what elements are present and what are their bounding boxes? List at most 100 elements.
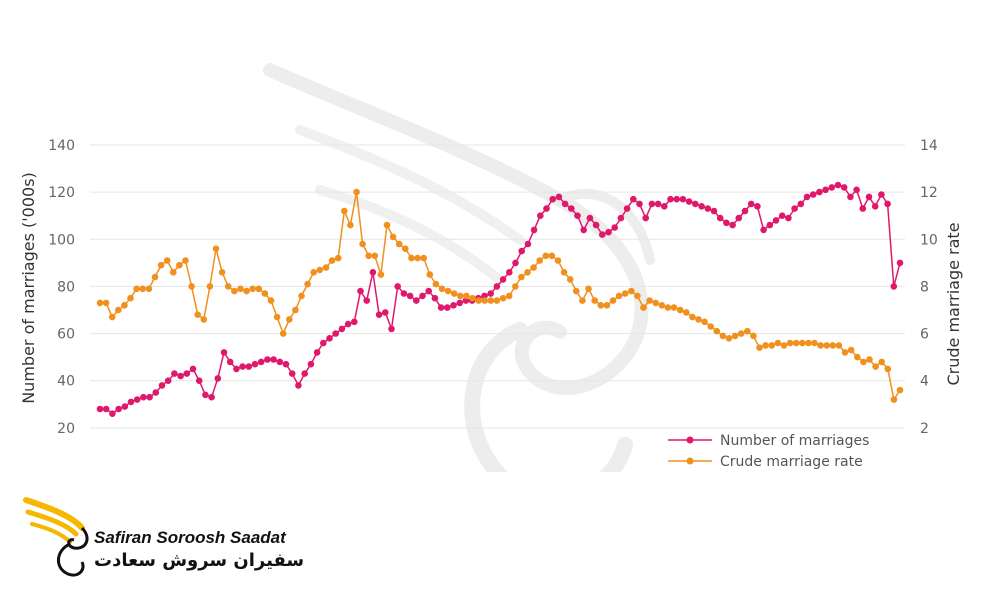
data-point xyxy=(188,283,195,290)
data-point xyxy=(457,292,464,300)
data-point xyxy=(701,318,708,326)
data-point xyxy=(654,200,662,208)
data-point xyxy=(860,358,867,366)
series-line xyxy=(100,184,901,415)
data-point xyxy=(469,294,476,302)
data-point xyxy=(805,339,812,347)
legend-item-rate[interactable]: Crude marriage rate xyxy=(668,454,863,470)
data-point xyxy=(182,257,189,264)
data-point xyxy=(273,313,281,321)
data-point xyxy=(152,389,160,396)
data-point xyxy=(499,276,507,283)
data-point xyxy=(456,299,464,307)
series-marriages xyxy=(96,181,904,418)
data-point xyxy=(158,382,166,389)
data-point xyxy=(183,370,191,377)
data-point xyxy=(320,339,327,347)
data-point xyxy=(344,320,352,328)
data-point xyxy=(341,207,348,215)
data-point xyxy=(363,297,371,304)
data-point xyxy=(96,299,104,307)
data-point xyxy=(295,382,302,389)
data-point xyxy=(585,285,592,293)
data-point xyxy=(288,370,296,377)
data-point xyxy=(326,335,333,342)
data-point xyxy=(698,203,705,210)
data-point xyxy=(463,292,470,300)
data-point xyxy=(220,349,228,356)
data-point xyxy=(683,309,690,316)
data-point xyxy=(307,360,315,368)
data-point xyxy=(537,212,544,219)
data-point xyxy=(642,214,649,222)
data-point xyxy=(200,316,208,323)
data-point xyxy=(369,269,377,276)
data-point xyxy=(760,226,767,234)
data-point xyxy=(389,233,397,241)
data-point xyxy=(481,297,489,304)
data-point xyxy=(809,191,817,198)
data-point xyxy=(766,221,774,229)
data-point xyxy=(408,254,415,262)
data-point xyxy=(710,207,718,215)
data-point xyxy=(664,304,672,311)
data-point xyxy=(365,252,373,260)
data-point xyxy=(328,257,336,264)
data-point xyxy=(762,342,769,349)
data-point xyxy=(400,290,408,297)
data-point xyxy=(580,226,587,234)
data-point xyxy=(371,252,379,260)
data-point xyxy=(257,358,265,366)
data-point xyxy=(347,221,354,229)
data-point xyxy=(237,285,244,293)
data-point xyxy=(189,365,197,373)
legend-item-marriages[interactable]: Number of marriages xyxy=(668,433,869,449)
data-point xyxy=(146,393,153,401)
right-axis-title: Crude marriage rate xyxy=(944,222,963,385)
data-point xyxy=(646,297,653,304)
data-point xyxy=(744,327,751,335)
data-point xyxy=(603,302,611,309)
data-point xyxy=(747,200,755,208)
legend-label-marriages: Number of marriages xyxy=(720,433,869,449)
data-point xyxy=(754,203,761,210)
data-point xyxy=(542,252,550,260)
data-point xyxy=(871,203,879,210)
left-axis-ticks: 20 40 60 80 100 120 140 xyxy=(48,138,75,437)
data-point xyxy=(163,257,171,264)
data-point xyxy=(661,203,668,210)
data-point xyxy=(518,247,525,255)
data-point xyxy=(840,184,848,191)
right-tick-label: 14 xyxy=(920,138,938,154)
series-rate xyxy=(96,188,904,403)
data-point xyxy=(437,304,445,311)
left-tick-label: 40 xyxy=(57,374,75,390)
data-point xyxy=(785,214,792,222)
data-point xyxy=(866,356,873,363)
data-point xyxy=(811,339,818,347)
data-point xyxy=(828,184,836,191)
data-point xyxy=(791,205,798,212)
data-point xyxy=(723,219,730,227)
data-point xyxy=(359,240,366,248)
data-point xyxy=(206,283,214,290)
data-point xyxy=(171,370,178,377)
data-point xyxy=(847,346,855,354)
data-point xyxy=(524,269,531,276)
data-point xyxy=(609,297,617,304)
data-point xyxy=(579,297,586,304)
data-point xyxy=(170,269,177,276)
data-point xyxy=(413,297,420,304)
data-point xyxy=(264,356,271,363)
data-point xyxy=(310,269,318,276)
data-point xyxy=(676,306,684,314)
data-point xyxy=(102,405,110,413)
data-point xyxy=(194,311,201,319)
data-point xyxy=(530,264,537,271)
data-point xyxy=(127,294,134,302)
data-point xyxy=(692,200,699,208)
data-point xyxy=(304,280,311,288)
data-point xyxy=(292,306,299,314)
data-point xyxy=(383,221,391,229)
data-point xyxy=(432,280,440,288)
